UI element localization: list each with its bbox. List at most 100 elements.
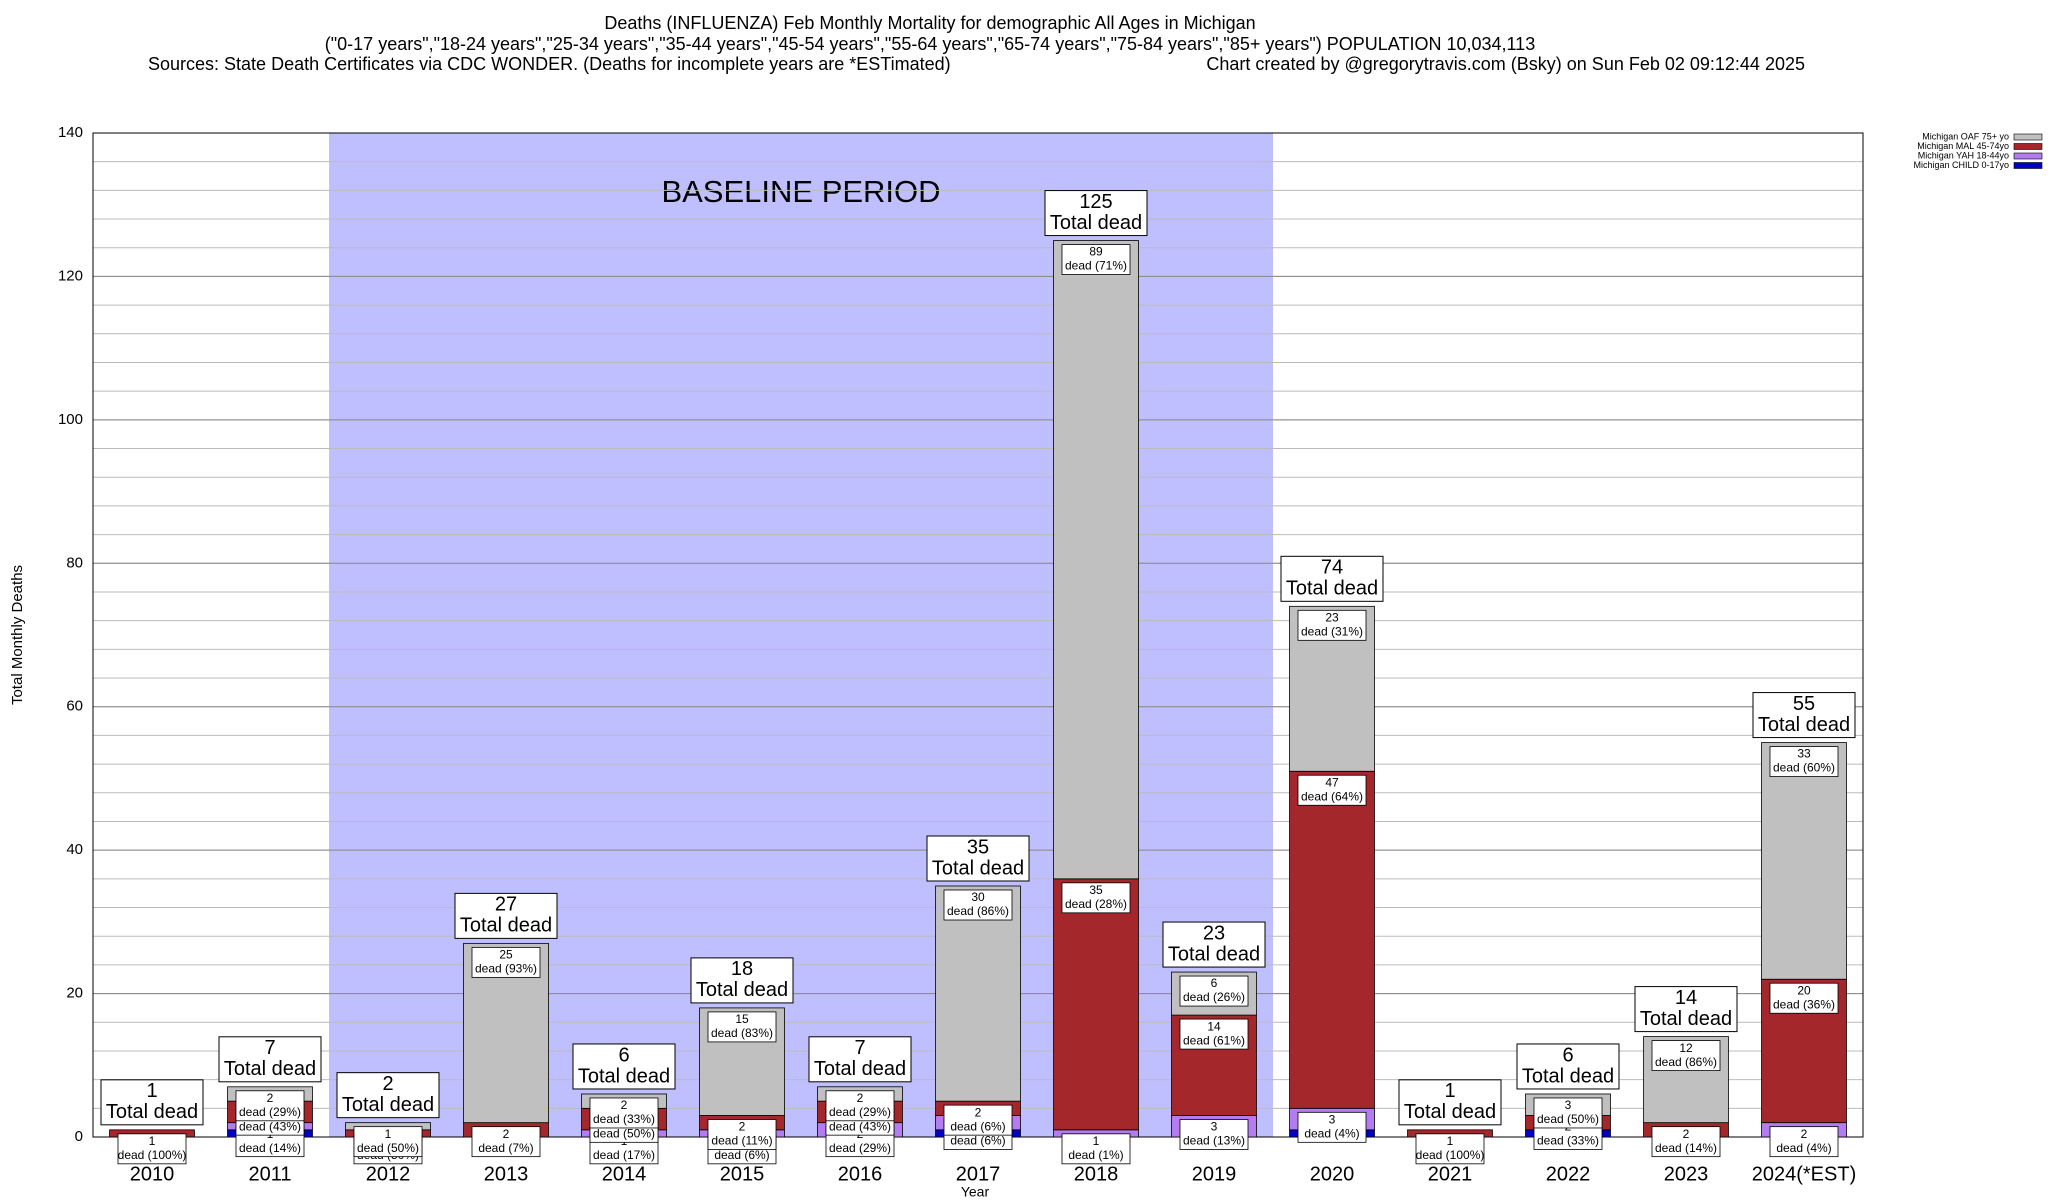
segment-value: 35 [1089,883,1103,897]
x-tick-label: 2016 [838,1163,883,1185]
segment-share: dead (13%) [1183,1134,1245,1148]
segment-label-box [1297,609,1367,641]
total-value: 7 [854,1037,865,1059]
x-tick-label: 2010 [130,1163,175,1185]
y-tick-label: 60 [66,698,83,715]
total-label: Total dead [1168,943,1260,965]
x-tick-label: 2021 [1428,1163,1473,1185]
total-value: 18 [731,958,753,980]
segment-share: dead (50%) [357,1141,419,1155]
segment-value: 2 [975,1105,982,1119]
legend-swatch [2013,162,2043,169]
segment-share: dead (64%) [1301,789,1363,803]
segment-value: 25 [499,948,513,962]
segment-share: dead (50%) [1537,1112,1599,1126]
y-tick-label: 80 [66,554,83,571]
segment-share: dead (86%) [947,904,1009,918]
segment-share: dead (6%) [950,1119,1005,1133]
legend-swatch [2013,152,2043,160]
segment-value: 3 [1565,1098,1572,1112]
segment-share: dead (29%) [829,1141,891,1155]
total-label: Total dead [932,857,1024,879]
total-label: Total dead [106,1101,198,1123]
segment-share: dead (61%) [1183,1033,1245,1047]
x-axis-label: Year [961,1184,990,1200]
segment-label-box [707,1011,777,1043]
total-label-box [218,1036,322,1083]
total-label: Total dead [814,1058,906,1080]
segment-value: 1 [1093,1134,1100,1148]
segment-label-box [825,1090,895,1122]
segment-value: 2 [739,1120,746,1134]
total-label: Total dead [224,1058,316,1080]
segment-value: 15 [735,1012,749,1026]
segment-label-box [1179,975,1249,1007]
legend-swatch [2013,133,2043,141]
segment-value: 14 [1207,1019,1221,1033]
segment-value: 2 [267,1091,274,1105]
segment-share: dead (29%) [239,1105,301,1119]
segment-label-box [943,889,1013,921]
bar-segment [1761,742,1847,980]
total-label: Total dead [1404,1101,1496,1123]
total-value: 27 [495,894,517,916]
segment-value: 1 [1447,1134,1454,1148]
segment-value: 30 [971,890,985,904]
bar-segment [1289,770,1375,1109]
y-tick-label: 100 [58,411,83,428]
total-value: 7 [264,1037,275,1059]
total-value: 74 [1321,557,1343,579]
total-label-box [1044,190,1148,237]
x-tick-label: 2011 [248,1163,291,1185]
segment-share: dead (7%) [478,1141,533,1155]
segment-value: 2 [1801,1127,1808,1141]
segment-label-box [1533,1097,1603,1129]
segment-share: dead (100%) [1416,1148,1485,1162]
y-tick-label: 40 [66,841,83,858]
total-label-box [572,1043,676,1090]
segment-share: dead (33%) [593,1112,655,1126]
total-label-box [926,835,1030,882]
total-label-box [1752,692,1856,739]
segment-share: dead (43%) [829,1119,891,1133]
segment-label-box [1769,746,1839,777]
total-label: Total dead [1758,714,1850,736]
total-value: 6 [1562,1044,1573,1066]
segment-value: 47 [1325,775,1339,789]
x-tick-label: 2024(*EST) [1752,1163,1857,1185]
legend-swatch [2013,143,2043,150]
segment-value: 2 [503,1127,510,1141]
bar-segment [1053,878,1139,1131]
total-value: 2 [382,1073,393,1095]
x-tick-label: 2015 [720,1163,765,1185]
total-label: Total dead [1286,578,1378,600]
segment-share: dead (31%) [1301,624,1363,638]
x-tick-label: 2019 [1192,1163,1237,1185]
total-value: 125 [1079,191,1112,213]
segment-value: 33 [1797,747,1811,761]
x-tick-label: 2017 [956,1163,1001,1185]
segment-label-box [943,1104,1013,1136]
segment-value: 3 [1211,1120,1218,1134]
total-label: Total dead [696,979,788,1001]
segment-share: dead (33%) [1537,1134,1599,1148]
total-label: Total dead [342,1094,434,1116]
bar-segment [935,885,1021,1102]
segment-label-box [1415,1133,1485,1165]
x-tick-label: 2014 [602,1163,647,1185]
total-value: 55 [1793,693,1815,715]
